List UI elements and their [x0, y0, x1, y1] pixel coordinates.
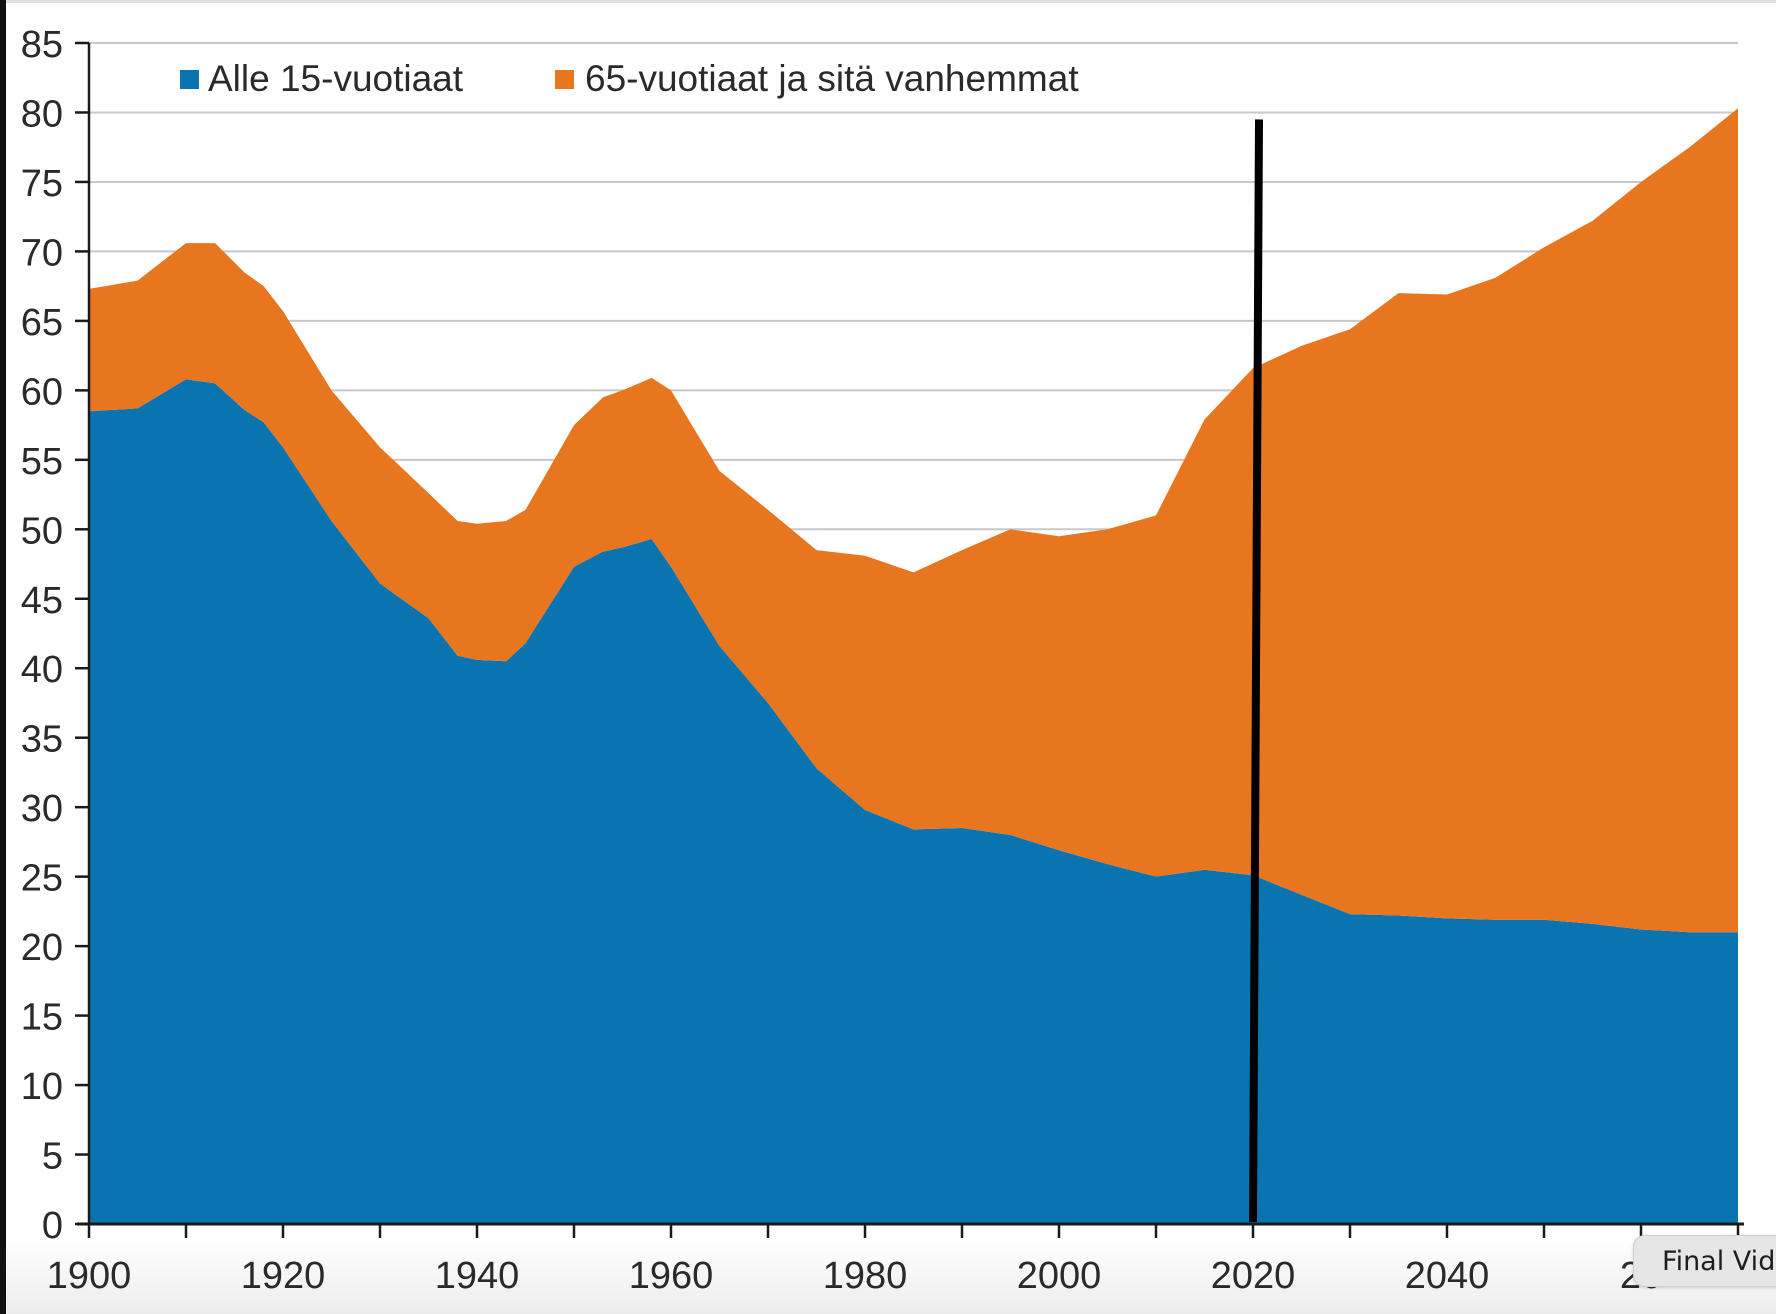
- x-tick-label-1960: 1960: [629, 1255, 714, 1297]
- annotations: [1249, 119, 1263, 1223]
- y-tick-label-65: 65: [21, 302, 63, 344]
- areas: [89, 108, 1738, 1224]
- y-tick-label-0: 0: [42, 1205, 63, 1247]
- legend-label-under15: Alle 15-vuotiaat: [208, 58, 464, 99]
- area-series-1: [89, 108, 1738, 933]
- y-tick-label-55: 55: [21, 441, 63, 483]
- x-tick-label-2040: 2040: [1405, 1255, 1490, 1297]
- y-tick-label-30: 30: [21, 788, 63, 830]
- top-border: [0, 0, 1776, 3]
- y-tick-label-80: 80: [21, 93, 63, 135]
- y-tick-label-25: 25: [21, 858, 63, 900]
- y-tick-label-45: 45: [21, 580, 63, 622]
- left-window-edge: [0, 0, 6, 1314]
- x-tick-label-1940: 1940: [435, 1255, 520, 1297]
- area-series-0: [89, 379, 1738, 1224]
- legend-swatch-65plus: [555, 70, 574, 89]
- y-tick-label-5: 5: [42, 1136, 63, 1178]
- y-tick-label-20: 20: [21, 927, 63, 969]
- legend-swatch-under15: [180, 70, 199, 89]
- y-axis-ticks: 0 5 10 15 20 25 30 35 40 45 50 55 60 65 70 75 80 85: [21, 24, 89, 1247]
- x-tick-label-1900: 1900: [47, 1255, 132, 1297]
- y-tick-label-70: 70: [21, 232, 63, 274]
- axes: [77, 43, 1744, 1226]
- annotation-vertical-line-2020: [1249, 119, 1263, 1223]
- y-tick-label-35: 35: [21, 719, 63, 761]
- x-tick-label-1980: 1980: [823, 1255, 908, 1297]
- x-tick-label-2000: 2000: [1017, 1255, 1102, 1297]
- legend: Alle 15-vuotiaat 65-vuotiaat ja sitä van…: [180, 58, 1079, 99]
- y-tick-label-75: 75: [21, 163, 63, 205]
- x-tick-label-2020: 2020: [1211, 1255, 1296, 1297]
- y-tick-label-50: 50: [21, 510, 63, 552]
- y-tick-label-60: 60: [21, 371, 63, 413]
- bottom-fade: [0, 1240, 1776, 1314]
- y-tick-label-10: 10: [21, 1066, 63, 1108]
- y-tick-label-85: 85: [21, 24, 63, 66]
- y-tick-label-15: 15: [21, 997, 63, 1039]
- legend-label-65plus: 65-vuotiaat ja sitä vanhemmat: [585, 58, 1079, 99]
- y-tick-label-40: 40: [21, 649, 63, 691]
- tooltip: Final Vide: [1633, 1235, 1776, 1287]
- x-tick-label-1920: 1920: [241, 1255, 326, 1297]
- x-axis-ticks: 1900192019401960198020002020204020: [47, 1224, 1740, 1297]
